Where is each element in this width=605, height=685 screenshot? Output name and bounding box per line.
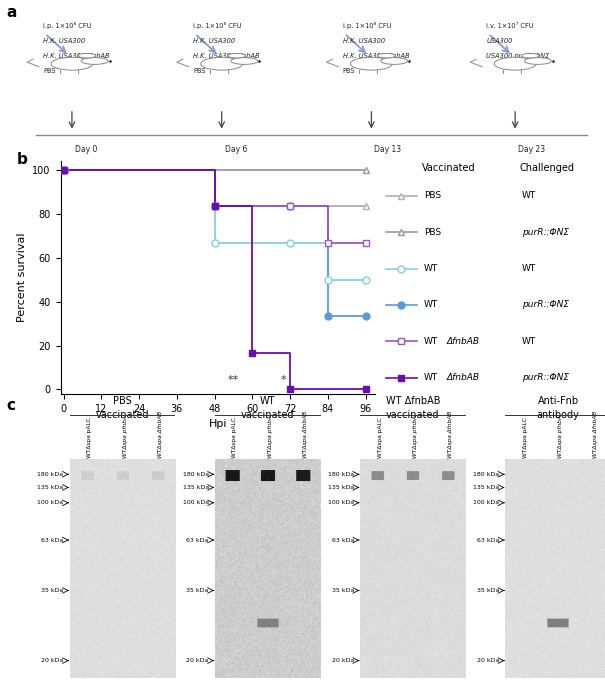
Text: ΔfnbAB: ΔfnbAB [446,337,479,346]
Text: 63 kDa: 63 kDa [477,538,499,543]
Text: 20 kDa: 20 kDa [41,658,64,663]
Text: 180 kDa: 180 kDa [183,472,209,477]
Text: PBS: PBS [342,68,355,74]
Text: WT: WT [522,264,537,273]
Text: 20 kDa: 20 kDa [186,658,209,663]
Text: PBS: PBS [193,68,206,74]
Text: WTΔspa pALC: WTΔspa pALC [87,417,92,458]
Text: Vaccinated: Vaccinated [422,163,475,173]
Text: H.K. USA300ΔfnbAB: H.K. USA300ΔfnbAB [342,53,409,59]
Text: 100 kDa: 100 kDa [183,500,209,506]
Text: 100 kDa: 100 kDa [38,500,64,506]
Text: WTΔspa pfnbA: WTΔspa pfnbA [558,415,563,458]
Text: H.K. USA300: H.K. USA300 [193,38,235,44]
Text: 20 kDa: 20 kDa [477,658,499,663]
Text: PBS: PBS [43,68,56,74]
Text: WTΔspa pALC: WTΔspa pALC [232,417,237,458]
Y-axis label: Percent survival: Percent survival [17,233,27,322]
Text: WTΔspa ΔfnbAB: WTΔspa ΔfnbAB [303,411,308,458]
Text: WT: WT [424,337,438,346]
Text: b: b [16,151,27,166]
Text: USA300 purR::ΦNΣ: USA300 purR::ΦNΣ [486,53,550,59]
Text: vaccinated: vaccinated [241,410,295,421]
Text: 35 kDa: 35 kDa [41,588,64,593]
Text: WTΔspa pALC: WTΔspa pALC [378,417,382,458]
Ellipse shape [51,58,93,70]
Text: 180 kDa: 180 kDa [38,472,64,477]
Text: WTΔspa pfnbA: WTΔspa pfnbA [122,415,128,458]
Text: 135 kDa: 135 kDa [183,485,209,490]
Text: WTΔspa pALC: WTΔspa pALC [523,417,528,458]
Text: Day 6: Day 6 [224,145,247,154]
Text: vaccinated: vaccinated [96,410,149,421]
Text: WT ΔfnbAB: WT ΔfnbAB [385,396,440,406]
Text: 35 kDa: 35 kDa [186,588,209,593]
Text: WTΔspa pfnbA: WTΔspa pfnbA [413,415,418,458]
Ellipse shape [81,58,108,64]
Text: WTΔspa ΔfnbAB: WTΔspa ΔfnbAB [594,411,598,458]
Text: Day 0: Day 0 [75,145,97,154]
Ellipse shape [350,58,393,70]
Text: PBS: PBS [113,396,132,406]
Text: 20 kDa: 20 kDa [332,658,354,663]
Text: 35 kDa: 35 kDa [477,588,499,593]
Text: 135 kDa: 135 kDa [38,485,64,490]
Circle shape [227,53,246,58]
Text: Day 23: Day 23 [518,145,545,154]
Text: 63 kDa: 63 kDa [41,538,64,543]
Text: WT: WT [424,264,438,273]
X-axis label: Hpi: Hpi [209,419,227,429]
Text: a: a [6,5,16,20]
Text: H.K. USA300: H.K. USA300 [43,38,85,44]
Text: 180 kDa: 180 kDa [473,472,499,477]
Circle shape [378,53,396,58]
Circle shape [78,53,96,58]
Text: i.p. 1×10⁸ CFU: i.p. 1×10⁸ CFU [193,22,241,29]
Text: 35 kDa: 35 kDa [332,588,354,593]
Text: Anti-Fnb: Anti-Fnb [538,396,578,406]
Text: 100 kDa: 100 kDa [473,500,499,506]
Text: 63 kDa: 63 kDa [332,538,354,543]
Text: Challenged: Challenged [520,163,575,173]
Text: *: * [281,375,287,385]
Text: purR::ΦNΣ: purR::ΦNΣ [522,373,569,382]
Text: 63 kDa: 63 kDa [186,538,209,543]
Text: vaccinated: vaccinated [386,410,440,421]
Text: 135 kDa: 135 kDa [328,485,354,490]
Text: i.v. 1×10⁷ CFU: i.v. 1×10⁷ CFU [486,23,534,29]
Text: PBS: PBS [424,227,441,237]
Text: ΔfnbAB: ΔfnbAB [446,373,479,382]
Text: WT: WT [260,396,275,406]
Text: WT: WT [522,337,537,346]
Text: i.p. 1×10⁸ CFU: i.p. 1×10⁸ CFU [342,22,391,29]
Text: 135 kDa: 135 kDa [473,485,499,490]
Text: WTΔspa pfnbA: WTΔspa pfnbA [267,415,273,458]
Text: WTΔspa ΔfnbAB: WTΔspa ΔfnbAB [448,411,453,458]
Text: WTΔspa ΔfnbAB: WTΔspa ΔfnbAB [158,411,163,458]
Ellipse shape [201,58,243,70]
Text: H.K. USA300: H.K. USA300 [342,38,385,44]
Circle shape [521,53,539,58]
Text: H.K. USA300ΔfnbAB: H.K. USA300ΔfnbAB [43,53,110,59]
Text: H.K. USA300ΔfnbAB: H.K. USA300ΔfnbAB [193,53,260,59]
Text: WT: WT [424,373,438,382]
Ellipse shape [381,58,408,64]
Text: WT: WT [522,191,537,201]
Text: purR::ΦNΣ: purR::ΦNΣ [522,227,569,237]
Ellipse shape [494,58,536,70]
Text: PBS: PBS [424,191,441,201]
Text: USA300: USA300 [486,38,513,44]
Text: Day 13: Day 13 [374,145,402,154]
Ellipse shape [525,58,551,64]
Text: 180 kDa: 180 kDa [328,472,354,477]
Text: 100 kDa: 100 kDa [328,500,354,506]
Text: c: c [6,398,15,412]
Text: purR::ΦNΣ: purR::ΦNΣ [522,301,569,310]
Text: antibody: antibody [537,410,580,421]
Text: i.p. 1×10⁸ CFU: i.p. 1×10⁸ CFU [43,22,92,29]
Text: **: ** [228,375,239,385]
Ellipse shape [231,58,258,64]
Text: WT: WT [424,301,438,310]
